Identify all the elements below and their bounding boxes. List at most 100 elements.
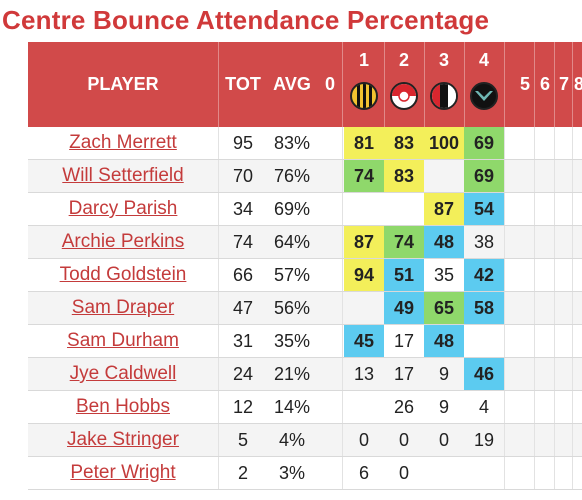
avg-value: 3%: [278, 462, 305, 483]
tot-value: 74: [232, 231, 254, 252]
round-2-value: 74: [384, 226, 424, 258]
avg-value: 35%: [273, 330, 311, 351]
table-row: Will Setterfield 70 76% 74 83 69: [28, 160, 582, 193]
round-3-value: 65: [424, 292, 464, 324]
attendance-table: PLAYER TOT AVG 0 1 2 3 4 5 6 7 8: [28, 42, 582, 490]
table-row: Ben Hobbs 12 14% 26 9 4: [28, 391, 582, 424]
avg-value: 21%: [273, 363, 311, 384]
avg-value: 69%: [273, 198, 311, 219]
avg-value: 4%: [278, 429, 305, 450]
avg-value: 76%: [273, 165, 311, 186]
table-body: Zach Merrett 95 83% 81 83 100 69 Will Setterfie…: [28, 127, 582, 490]
tot-value: 5: [237, 429, 248, 450]
avg-value: 83%: [273, 132, 311, 153]
round-1-value: 0: [358, 429, 369, 450]
round-3-value: [424, 160, 464, 192]
red-white-ball-logo: [390, 82, 418, 110]
tot-value: 24: [232, 363, 254, 384]
table-row: Jye Caldwell 24 21% 13 17 9 46: [28, 358, 582, 391]
round-1-value: [344, 292, 384, 324]
header-avg[interactable]: AVG: [273, 74, 311, 94]
table-row: Todd Goldstein 66 57% 94 51 35 42: [28, 259, 582, 292]
tiger-stripes-logo: [350, 82, 378, 110]
round-4-value: [464, 325, 504, 357]
round-3-value: 9: [438, 363, 449, 384]
round-4-value: 42: [464, 259, 504, 291]
player-link[interactable]: Zach Merrett: [69, 132, 177, 153]
round-3-value: 0: [438, 429, 449, 450]
round-1-value: 94: [344, 259, 384, 291]
table-row: Zach Merrett 95 83% 81 83 100 69: [28, 127, 582, 160]
avg-value: 14%: [273, 396, 311, 417]
tot-value: 31: [232, 330, 254, 351]
round-3-value: 100: [424, 127, 464, 159]
table-row: Archie Perkins 74 64% 87 74 48 38: [28, 226, 582, 259]
round-3-value: 9: [438, 396, 449, 417]
header-tot[interactable]: TOT: [225, 74, 261, 94]
round-2-value: [384, 193, 424, 225]
player-link[interactable]: Jye Caldwell: [69, 363, 177, 384]
tot-value: 34: [232, 198, 254, 219]
header-round-6[interactable]: 6: [539, 74, 550, 94]
round-2-value: 0: [398, 462, 409, 483]
round-1-value: 87: [344, 226, 384, 258]
header-round-0[interactable]: 0: [324, 74, 335, 94]
round-1-value: [344, 193, 384, 225]
round-2-value: 49: [384, 292, 424, 324]
round-2-value: 83: [384, 160, 424, 192]
round-1-value: 45: [344, 325, 384, 357]
round-3-value: 35: [433, 264, 455, 285]
tot-value: 95: [232, 132, 254, 153]
round-4-value: 54: [464, 193, 504, 225]
player-link[interactable]: Ben Hobbs: [75, 396, 170, 417]
tot-value: 2: [237, 462, 248, 483]
avg-value: 57%: [273, 264, 311, 285]
round-4-value: [464, 457, 504, 489]
round-1-value: 6: [358, 462, 369, 483]
header-round-4[interactable]: 4: [478, 50, 489, 70]
table-row: Sam Draper 47 56% 49 65 58: [28, 292, 582, 325]
header-round-2[interactable]: 2: [398, 50, 409, 70]
player-link[interactable]: Peter Wright: [70, 462, 176, 483]
header-round-7[interactable]: 7: [558, 74, 569, 94]
table-row: Darcy Parish 34 69% 87 54: [28, 193, 582, 226]
round-2-value: 26: [393, 396, 415, 417]
table-header: PLAYER TOT AVG 0 1 2 3 4 5 6 7 8: [28, 42, 582, 127]
round-2-value: 0: [398, 429, 409, 450]
player-link[interactable]: Will Setterfield: [62, 165, 184, 186]
round-4-value: 69: [464, 127, 504, 159]
player-link[interactable]: Darcy Parish: [68, 198, 178, 219]
black-white-chevron-logo: [470, 82, 498, 110]
red-black-white-logo: [430, 82, 458, 110]
header-player[interactable]: PLAYER: [87, 74, 159, 94]
round-3-value: 48: [424, 226, 464, 258]
header-round-8[interactable]: 8: [574, 74, 582, 94]
player-link[interactable]: Sam Draper: [71, 297, 175, 318]
round-4-value: 46: [464, 358, 504, 390]
round-3-value: [424, 457, 464, 489]
header-round-3[interactable]: 3: [438, 50, 449, 70]
round-4-value: 19: [473, 429, 495, 450]
player-link[interactable]: Sam Durham: [67, 330, 179, 351]
round-1-value: [344, 391, 384, 423]
tot-value: 66: [232, 264, 254, 285]
page-title: Centre Bounce Attendance Percentage: [2, 5, 490, 35]
header-round-5[interactable]: 5: [519, 74, 530, 94]
table-row: Peter Wright 2 3% 6 0: [28, 457, 582, 490]
round-4-value: 38: [473, 231, 495, 252]
avg-value: 64%: [273, 231, 311, 252]
round-2-value: 51: [384, 259, 424, 291]
table-row: Jake Stringer 5 4% 0 0 0 19: [28, 424, 582, 457]
player-link[interactable]: Archie Perkins: [61, 231, 185, 252]
player-link[interactable]: Todd Goldstein: [59, 264, 187, 285]
avg-value: 56%: [273, 297, 311, 318]
round-3-value: 87: [424, 193, 464, 225]
round-1-value: 81: [344, 127, 384, 159]
round-2-value: 17: [393, 363, 415, 384]
player-link[interactable]: Jake Stringer: [67, 429, 179, 450]
round-3-value: 48: [424, 325, 464, 357]
round-1-value: 13: [353, 363, 375, 384]
header-round-1[interactable]: 1: [358, 50, 369, 70]
round-1-value: 74: [344, 160, 384, 192]
tot-value: 70: [232, 165, 254, 186]
